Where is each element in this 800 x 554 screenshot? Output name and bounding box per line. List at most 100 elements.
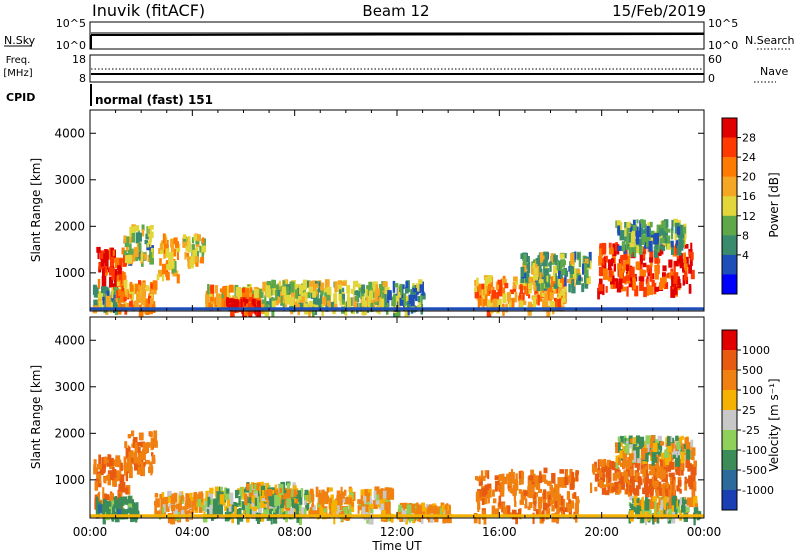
scatter-cell <box>622 264 625 273</box>
scatter-cell <box>170 504 175 512</box>
scatter-cell <box>265 301 270 306</box>
scatter-cell <box>137 442 142 447</box>
scatter-cell <box>558 493 561 506</box>
scatter-cell <box>659 458 665 467</box>
scatter-cell <box>220 486 223 492</box>
scatter-cell <box>535 509 540 517</box>
scatter-cell <box>519 499 524 505</box>
scatter-cell <box>419 281 424 292</box>
scatter-cell <box>549 495 553 505</box>
scatter-cell <box>652 513 655 525</box>
scatter-cell <box>671 441 675 449</box>
scatter-cell <box>138 242 142 252</box>
scatter-cell <box>531 484 535 495</box>
scatter-cell <box>646 225 650 237</box>
scatter-cell <box>558 268 562 279</box>
scatter-cell <box>629 438 633 444</box>
scatter-cell <box>102 278 105 284</box>
scatter-cell <box>170 493 175 505</box>
scatter-cell <box>569 261 573 271</box>
scatter-cell <box>278 491 282 500</box>
scatter-cell <box>158 248 161 254</box>
scatter-cell <box>153 430 158 442</box>
scatter-cell <box>387 513 390 522</box>
scatter-cell <box>324 292 327 300</box>
scatter-cell <box>586 269 589 280</box>
scatter-cell <box>655 461 660 469</box>
scatter-cell <box>643 441 648 453</box>
scatter-cell <box>324 495 329 505</box>
scatter-cell <box>628 245 633 254</box>
scatter-cell <box>248 497 251 502</box>
scatter-cell <box>597 479 601 484</box>
scatter-cell <box>378 499 383 508</box>
scatter-cell <box>129 301 133 307</box>
scatter-cell <box>637 482 641 490</box>
scatter-cell <box>401 293 407 300</box>
scatter-cell <box>293 489 297 497</box>
scatter-cell <box>563 286 567 292</box>
scatter-cell <box>663 498 666 505</box>
scatter-cell <box>114 257 120 269</box>
scatter-cell <box>563 291 567 303</box>
scatter-cell <box>144 240 148 245</box>
scatter-cell <box>259 512 265 522</box>
scatter-cell <box>541 273 546 279</box>
scatter-cell <box>669 449 674 460</box>
noise-left-tick-top: 10^5 <box>56 17 86 30</box>
scatter-cell <box>123 296 127 301</box>
scatter-cell <box>193 234 199 241</box>
scatter-cell <box>102 487 105 500</box>
scatter-cell <box>689 481 694 490</box>
scatter-cell <box>674 243 679 255</box>
scatter-cell <box>205 490 210 501</box>
scatter-cell <box>141 224 145 231</box>
scatter-cell <box>693 460 697 468</box>
scatter-cell <box>339 289 342 294</box>
scatter-cell <box>687 461 691 472</box>
scatter-cell <box>258 490 261 496</box>
scatter-cell <box>619 257 623 265</box>
scatter-cell <box>296 284 301 289</box>
nave-tick-top: 60 <box>708 53 722 66</box>
scatter-cell <box>659 226 662 237</box>
scatter-cell <box>353 288 356 296</box>
scatter-cell <box>504 282 509 289</box>
scatter-cell <box>103 476 107 484</box>
time-tick-label: 00:00 <box>73 525 108 539</box>
scatter-cell <box>333 304 338 309</box>
scatter-cell <box>144 299 149 305</box>
scatter-cell <box>131 231 135 243</box>
scatter-cell <box>97 480 102 488</box>
scatter-cell <box>523 300 527 305</box>
scatter-cell <box>404 305 410 318</box>
scatter-cell <box>231 501 237 507</box>
scatter-cell <box>541 474 547 482</box>
scatter-cell <box>619 435 624 444</box>
scatter-cell <box>206 509 212 519</box>
colorbar-tick-label: 25 <box>742 404 756 417</box>
scatter-cell <box>478 285 481 292</box>
scatter-cell <box>149 298 153 308</box>
scatter-cell <box>133 458 138 465</box>
scatter-cell <box>132 513 137 522</box>
scatter-cell <box>214 285 218 294</box>
scatter-cell <box>221 289 226 302</box>
scatter-cell <box>159 243 163 251</box>
scatter-cell <box>661 484 665 497</box>
scatter-cell <box>628 233 631 244</box>
scatter-cell <box>129 226 132 237</box>
scatter-cell <box>117 273 123 284</box>
scatter-cell <box>629 490 632 500</box>
scatter-cell <box>518 489 522 494</box>
scatter-cell <box>421 291 425 296</box>
scatter-cell <box>421 293 426 300</box>
scatter-cell <box>527 283 532 289</box>
scatter-cell <box>643 286 647 298</box>
scatter-cell <box>277 497 281 506</box>
scatter-cell <box>94 494 98 504</box>
scatter-cell <box>653 234 658 245</box>
scatter-cell <box>608 268 613 280</box>
scatter-cell <box>126 246 129 252</box>
scatter-cell <box>476 277 479 287</box>
